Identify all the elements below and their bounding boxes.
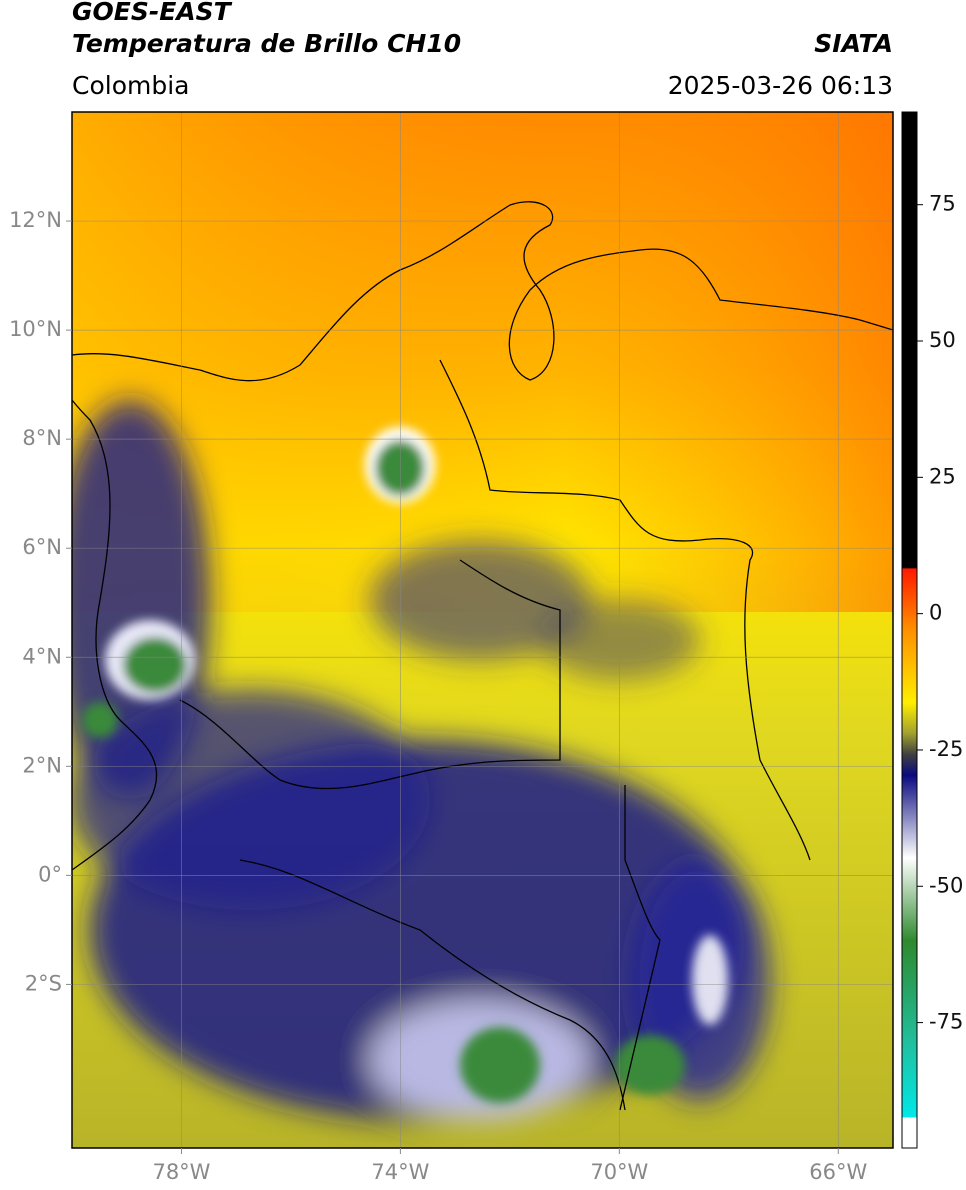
y-tick-label: 10°N bbox=[9, 317, 62, 341]
colorbar-tick-label: 50 bbox=[929, 328, 956, 352]
colorbar-tick-label: 75 bbox=[929, 192, 956, 216]
colorbar-tick-label: -75 bbox=[929, 1010, 963, 1034]
map-frame bbox=[71, 111, 894, 1149]
y-tick-label: 0° bbox=[38, 862, 62, 886]
satellite-image bbox=[72, 112, 893, 1148]
colorbar bbox=[901, 111, 918, 1149]
region: Colombia bbox=[72, 71, 189, 100]
y-tick-label: 6°N bbox=[22, 535, 62, 559]
x-tick-label: 78°W bbox=[152, 1160, 210, 1184]
y-tick-label: 2°S bbox=[25, 971, 62, 995]
y-tick-label: 4°N bbox=[22, 644, 62, 668]
x-tick-label: 74°W bbox=[371, 1160, 429, 1184]
x-tick-label: 66°W bbox=[809, 1160, 867, 1184]
timestamp: 2025-03-26 06:13 bbox=[668, 71, 893, 100]
y-tick-label: 2°N bbox=[22, 753, 62, 777]
graticule bbox=[72, 112, 893, 1148]
title-line2: Temperatura de Brillo CH10 bbox=[72, 29, 461, 58]
colorbar-tick-label: 0 bbox=[929, 601, 942, 625]
colorbar-tick-label: 25 bbox=[929, 464, 956, 488]
colorbar-tick-label: -25 bbox=[929, 737, 963, 761]
y-tick-label: 12°N bbox=[9, 208, 62, 232]
title-line1: GOES-EAST bbox=[72, 0, 233, 26]
x-tick-label: 70°W bbox=[590, 1160, 648, 1184]
y-tick-label: 8°N bbox=[22, 426, 62, 450]
colorbar-tick-label: -50 bbox=[929, 873, 963, 897]
source: SIATA bbox=[814, 29, 893, 58]
